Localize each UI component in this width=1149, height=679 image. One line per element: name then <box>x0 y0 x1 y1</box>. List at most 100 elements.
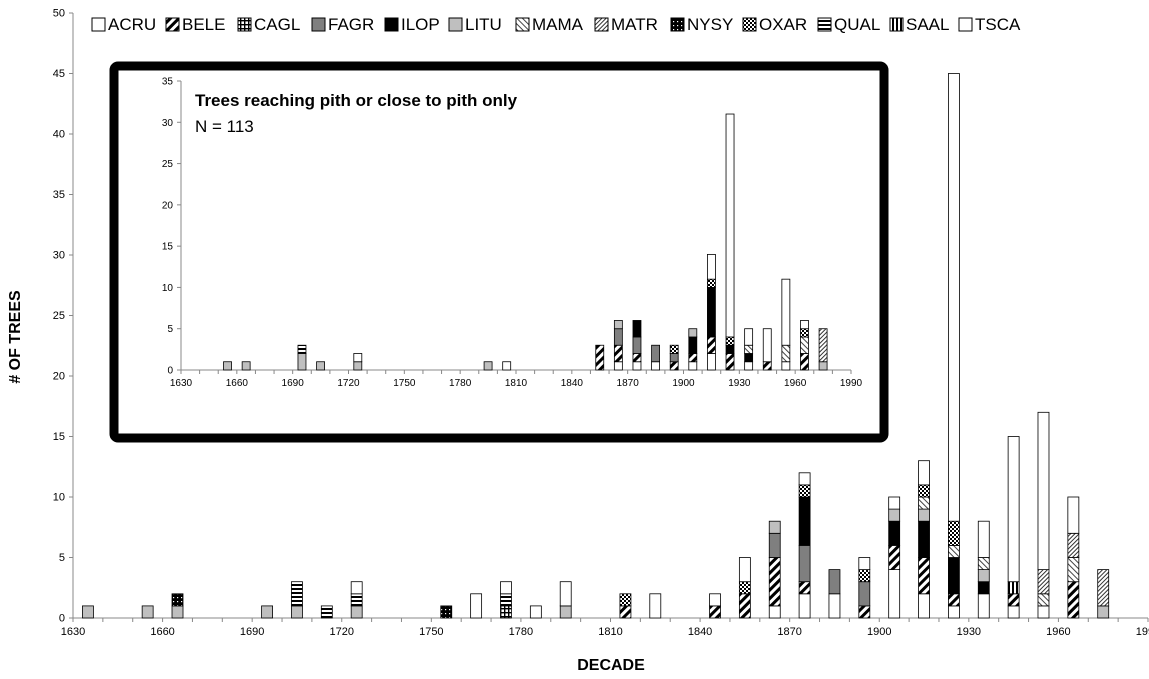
main-bar-1920-bele <box>948 593 960 607</box>
main-bar-1860-fagr <box>768 532 781 558</box>
y-axis-label: # OF TREES <box>7 290 24 384</box>
inset-bar-1930-tsca <box>744 328 754 346</box>
legend-label-qual: QUAL <box>834 15 880 34</box>
inset-y-tick-label: 0 <box>167 366 173 377</box>
main-bar-1890-tsca <box>858 557 871 571</box>
inset-bar-1690-litu <box>297 353 307 371</box>
main-bar-1770-tsca <box>500 581 512 595</box>
main-bar-1930-ilop <box>977 581 990 595</box>
main-bar-1850-oxar <box>738 581 751 595</box>
main-bar-1950-acru <box>1037 605 1050 619</box>
main-bar-1950-matr <box>1037 569 1050 595</box>
main-bar-1660-nysy <box>171 593 184 607</box>
main-bar-1860-acru <box>768 605 781 619</box>
inset-bar-1800-tsca <box>502 361 512 371</box>
main-bar-1910-mama <box>918 496 930 510</box>
main-bar-1970-matr <box>1097 569 1110 607</box>
inset-bar-1910-oxar <box>707 278 716 288</box>
main-bar-1720-tsca <box>350 581 363 595</box>
main-bar-1900-ilop <box>888 520 901 546</box>
main-y-tick-label: 25 <box>53 310 65 322</box>
legend-swatch-qual <box>817 17 832 32</box>
inset-bar-1890-fagr <box>669 353 679 363</box>
inset-y-tick-label: 35 <box>162 77 174 88</box>
main-bar-1950-tsca <box>1037 411 1050 570</box>
inset-x-tick-label: 1960 <box>784 378 807 389</box>
main-x-tick-label: 1870 <box>777 626 801 638</box>
inset-x-tick-label: 1750 <box>393 378 416 389</box>
main-bar-1720-litu <box>350 605 363 619</box>
legend-label-oxar: OXAR <box>759 15 807 34</box>
inset-x-tick-label: 1840 <box>561 378 584 389</box>
main-bar-1910-ilop <box>918 520 930 558</box>
inset-bar-1900-ilop <box>688 336 698 354</box>
main-bar-1970-litu <box>1097 605 1110 619</box>
legend-swatch-saal <box>889 17 904 32</box>
main-bar-1770-cagl <box>500 605 512 619</box>
inset-bar-1950-tsca <box>781 278 791 346</box>
main-bar-1900-tsca <box>888 496 901 510</box>
main-bar-1720-qual <box>350 593 363 607</box>
inset-bar-1920-oxar <box>725 336 735 346</box>
main-x-tick-label: 1900 <box>867 626 891 638</box>
inset-bar-1940-bele <box>762 361 772 371</box>
inset-bar-1790-litu <box>483 361 493 371</box>
inset-y-tick-label: 20 <box>162 200 174 211</box>
main-bar-1870-oxar <box>798 484 811 498</box>
main-x-tick-label: 1990 <box>1136 626 1149 638</box>
legend-swatch-mama <box>515 17 530 32</box>
legend-swatch-ilop <box>384 17 399 32</box>
main-x-tick-label: 1810 <box>598 626 622 638</box>
main-bar-1940-saal <box>1007 581 1020 595</box>
main-x-tick-label: 1690 <box>240 626 264 638</box>
legend-swatch-acru <box>91 17 106 32</box>
inset-bar-1860-fagr <box>613 328 623 346</box>
main-x-tick-label: 1840 <box>688 626 712 638</box>
main-bar-1900-bele <box>888 545 901 571</box>
inset-x-tick-label: 1900 <box>672 378 695 389</box>
legend-swatch-fagr <box>311 17 326 32</box>
inset-bar-1930-mama <box>744 344 754 354</box>
inset-bar-1960-mama <box>800 336 809 354</box>
inset-bar-1920-bele <box>725 353 735 371</box>
main-bar-1650-litu <box>141 605 154 619</box>
main-x-tick-label: 1780 <box>509 626 533 638</box>
inset-x-tick-label: 1930 <box>728 378 751 389</box>
main-bar-1790-tsca <box>559 581 572 607</box>
inset-bar-1910-ilop <box>707 287 716 338</box>
main-bar-1700-litu <box>291 605 303 619</box>
main-bar-1690-litu <box>261 605 273 619</box>
inset-bar-1650-litu <box>223 361 232 371</box>
inset-bar-1690-qual <box>297 344 307 354</box>
inset-bar-1920-ilop <box>725 344 735 354</box>
inset-bar-1970-litu <box>818 361 828 371</box>
main-bar-1910-acru <box>918 593 930 619</box>
inset-bar-1860-litu <box>613 320 623 330</box>
main-y-tick-label: 35 <box>53 189 65 201</box>
inset-y-tick-label: 30 <box>162 118 174 129</box>
main-bar-1780-tsca <box>529 605 542 619</box>
main-bar-1890-fagr <box>858 581 871 607</box>
inset-bar-1960-tsca <box>800 320 809 330</box>
inset-subtitle: N = 113 <box>195 117 254 136</box>
main-bar-1940-tsca <box>1007 436 1020 583</box>
main-bar-1920-oxar <box>948 520 960 546</box>
inset-bar-1720-litu <box>353 361 363 371</box>
legend-swatch-tsca <box>958 17 973 32</box>
main-bar-1870-ilop <box>798 496 811 546</box>
legend-swatch-bele <box>165 17 180 32</box>
inset-bar-1940-tsca <box>762 328 772 363</box>
inset-bar-1860-acru <box>613 361 623 371</box>
main-bar-1920-mama <box>948 545 960 558</box>
main-bar-1840-bele <box>709 605 721 619</box>
legend-label-mama: MAMA <box>532 15 584 34</box>
inset-bar-1900-litu <box>688 328 698 338</box>
main-bar-1870-fagr <box>798 545 811 583</box>
inset-x-tick-label: 1720 <box>337 378 360 389</box>
main-bar-1810-bele <box>619 605 632 619</box>
inset-x-tick-label: 1990 <box>840 378 863 389</box>
main-bar-1850-tsca <box>738 557 751 583</box>
main-bar-1840-tsca <box>709 593 721 607</box>
